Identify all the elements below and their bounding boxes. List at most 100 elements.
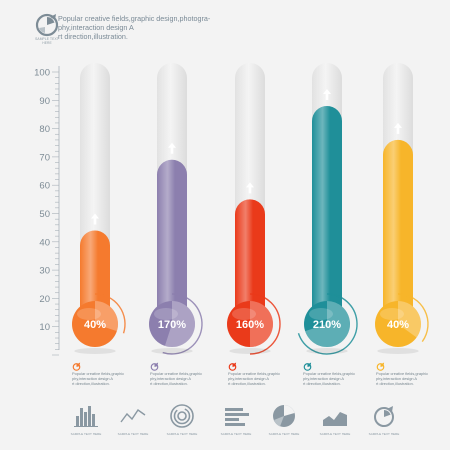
line-chart-icon: [120, 409, 146, 423]
bulb-shadow: [377, 348, 419, 354]
y-tick-label: 10: [39, 322, 50, 333]
caption-line: Popular creative fields,graphic: [303, 371, 356, 376]
header-line: Popular creative fields,graphic design,p…: [58, 14, 211, 23]
caption-line: phy,interaction design A: [303, 376, 345, 381]
icon-caption: SAMPLE TEXT HERE: [117, 432, 149, 436]
bar-shine: [312, 105, 342, 325]
caption-line: rt direction,illustration.: [72, 381, 110, 386]
caption-text: Popular creative fields,graphic phy,inter…: [150, 371, 222, 386]
bar-shine: [383, 139, 413, 324]
bulb-label: 40%: [84, 319, 106, 331]
pie-chart-badge-icon: [150, 362, 159, 371]
bulb-gloss: [309, 308, 333, 320]
caption-line: Popular creative fields,graphic: [150, 371, 203, 376]
progress-arc: [94, 293, 126, 334]
bar-group: 40%: [72, 63, 126, 354]
caption-line: phy,interaction design A: [228, 376, 270, 381]
bulb-shadow: [306, 348, 348, 354]
caption-line: rt direction,illustration.: [150, 381, 188, 386]
bulb-label: 210%: [313, 319, 341, 331]
ring-chart-icon: [170, 404, 194, 428]
y-tick-label: 90: [39, 96, 50, 107]
bar-shine: [80, 230, 110, 324]
pie-chart-icon: [273, 405, 295, 427]
bar-group: 160%: [227, 63, 281, 355]
y-tick-label: 20: [39, 294, 50, 305]
caption-line: rt direction,illustration.: [376, 381, 414, 386]
y-tick-label: 70: [39, 152, 50, 163]
pie-chart-badge-icon: [72, 362, 81, 371]
progress-arc: [397, 293, 429, 343]
icon-caption: SAMPLE TEXT HERE: [268, 432, 300, 436]
bulb: [72, 301, 118, 347]
up-arrow-icon: [323, 88, 331, 100]
bulb: [227, 301, 273, 347]
caption-text: Popular creative fields,graphic phy,inter…: [228, 371, 300, 386]
bulb-wedge: [305, 301, 351, 347]
caption-text: Popular creative fields,graphic phy,inter…: [303, 371, 375, 386]
bulb-label: 40%: [387, 319, 409, 331]
bulb-wedge: [250, 301, 273, 347]
caption-line: Popular creative fields,graphic: [228, 371, 281, 376]
caption-line: phy,interaction design A: [150, 376, 192, 381]
bulb-label: 170%: [158, 319, 186, 331]
area-chart-icon: [323, 412, 347, 426]
caption-line: rt direction,illustration.: [228, 381, 266, 386]
progress-arc: [162, 293, 203, 355]
bulb: [375, 301, 421, 347]
icon-caption: SAMPLE TEXT HERE: [368, 432, 400, 436]
pie-chart-badge-icon: [376, 362, 385, 371]
caption-line: phy,interaction design A: [72, 376, 114, 381]
y-tick-label: 50: [39, 209, 50, 220]
bar-shine: [235, 199, 265, 324]
bar-shine: [157, 159, 187, 324]
caption-line: rt direction,illustration.: [303, 381, 341, 386]
icon-caption: SAMPLE TEXT HERE: [166, 432, 198, 436]
bulb-gloss: [232, 308, 256, 320]
icon-caption: SAMPLE TEXT HERE: [220, 432, 252, 436]
pie-chart-badge-icon: [228, 362, 237, 371]
caption-line: phy,interaction design A: [376, 376, 418, 381]
bulb-gloss: [380, 308, 404, 320]
bar-group: 170%: [149, 63, 203, 355]
caption-text: Popular creative fields,graphic phy,inter…: [376, 371, 448, 386]
bar-group: 210%: [297, 63, 358, 355]
caption-line: Popular creative fields,graphic: [376, 371, 429, 376]
y-tick-label: 60: [39, 181, 50, 192]
header-line: phy,interaction design A: [58, 23, 134, 32]
bar-chart-icon: [74, 406, 98, 427]
bulb-wedge: [164, 301, 195, 347]
y-tick-label: 30: [39, 266, 50, 277]
up-arrow-icon: [91, 213, 99, 225]
bulb-shadow: [229, 348, 271, 354]
bar-group: 40%: [375, 63, 429, 354]
header-text: Popular creative fields,graphic design,p…: [58, 14, 238, 41]
up-arrow-icon: [246, 182, 254, 194]
progress-arc: [249, 293, 281, 355]
bulb-shadow: [74, 348, 116, 354]
horizontal-bars-icon: [225, 408, 249, 426]
bulb-wedge: [95, 301, 118, 332]
pie-chart-badge-icon: [374, 406, 394, 427]
bulb-shadow: [151, 348, 193, 354]
pie-chart-badge-icon: [35, 13, 59, 37]
progress-arc: [297, 293, 358, 355]
up-arrow-icon: [394, 122, 402, 134]
bulb-gloss: [77, 308, 101, 320]
up-arrow-icon: [168, 142, 176, 154]
icon-caption: SAMPLE TEXT HERE: [70, 432, 102, 436]
caption-text: Popular creative fields,graphic phy,inter…: [72, 371, 144, 386]
y-tick-label: 40: [39, 237, 50, 248]
bulb-gloss: [154, 308, 178, 320]
bulb: [304, 301, 350, 347]
caption-line: Popular creative fields,graphic: [72, 371, 125, 376]
icon-caption: SAMPLE TEXT HERE: [319, 432, 351, 436]
header-line: rt direction,illustration.: [58, 32, 128, 41]
y-tick-label: 80: [39, 124, 50, 135]
bulb-wedge: [398, 301, 421, 338]
logo-caption: SAMPLE TEXT HERE: [35, 37, 59, 45]
bulb: [149, 301, 195, 347]
y-tick-label: 100: [34, 68, 50, 79]
